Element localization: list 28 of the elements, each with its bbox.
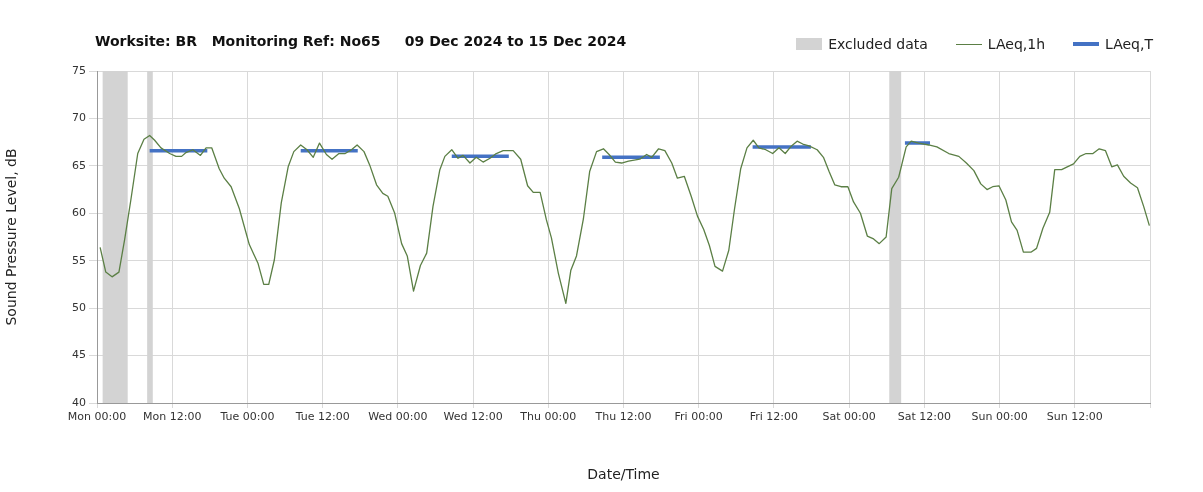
- x-tick-label: Wed 12:00: [443, 410, 503, 424]
- y-tick-label: 70: [72, 111, 86, 125]
- y-axis-title: Sound Pressure Level, dB: [3, 148, 20, 326]
- x-tick-label: Tue 00:00: [219, 410, 275, 424]
- y-tick-label: 75: [72, 63, 86, 77]
- chart-title: Worksite: BR Monitoring Ref: No65 09 Dec 2024 to 15 Dec 2024: [95, 33, 627, 49]
- x-tick-label: Sat 00:00: [822, 410, 876, 424]
- y-tick-label: 60: [72, 206, 86, 220]
- x-tick-label: Mon 12:00: [143, 410, 202, 424]
- x-tick-label: Tue 12:00: [294, 410, 350, 424]
- x-tick-label: Wed 00:00: [368, 410, 428, 424]
- x-tick-label: Sun 00:00: [971, 410, 1028, 424]
- x-tick-label: Sun 12:00: [1046, 410, 1103, 424]
- legend-label: LAeq,T: [1105, 36, 1153, 52]
- y-tick-label: 50: [72, 301, 86, 314]
- x-tick-label: Mon 00:00: [67, 410, 127, 424]
- y-tick-label: 55: [72, 253, 86, 267]
- x-tick-label: Thu 12:00: [594, 410, 652, 424]
- x-tick-label: Thu 00:00: [519, 410, 577, 424]
- y-tick-label: 65: [72, 158, 86, 172]
- x-tick-label: Sat 12:00: [897, 410, 951, 424]
- y-tick-label: 40: [72, 395, 86, 409]
- legend-label: Excluded data: [828, 36, 928, 52]
- x-tick-label: Fri 12:00: [749, 410, 799, 424]
- x-tick-label: Fri 00:00: [674, 410, 723, 424]
- x-axis-title: Date/Time: [587, 466, 660, 483]
- y-tick-label: 45: [72, 348, 86, 362]
- legend-label: LAeq,1h: [987, 36, 1046, 52]
